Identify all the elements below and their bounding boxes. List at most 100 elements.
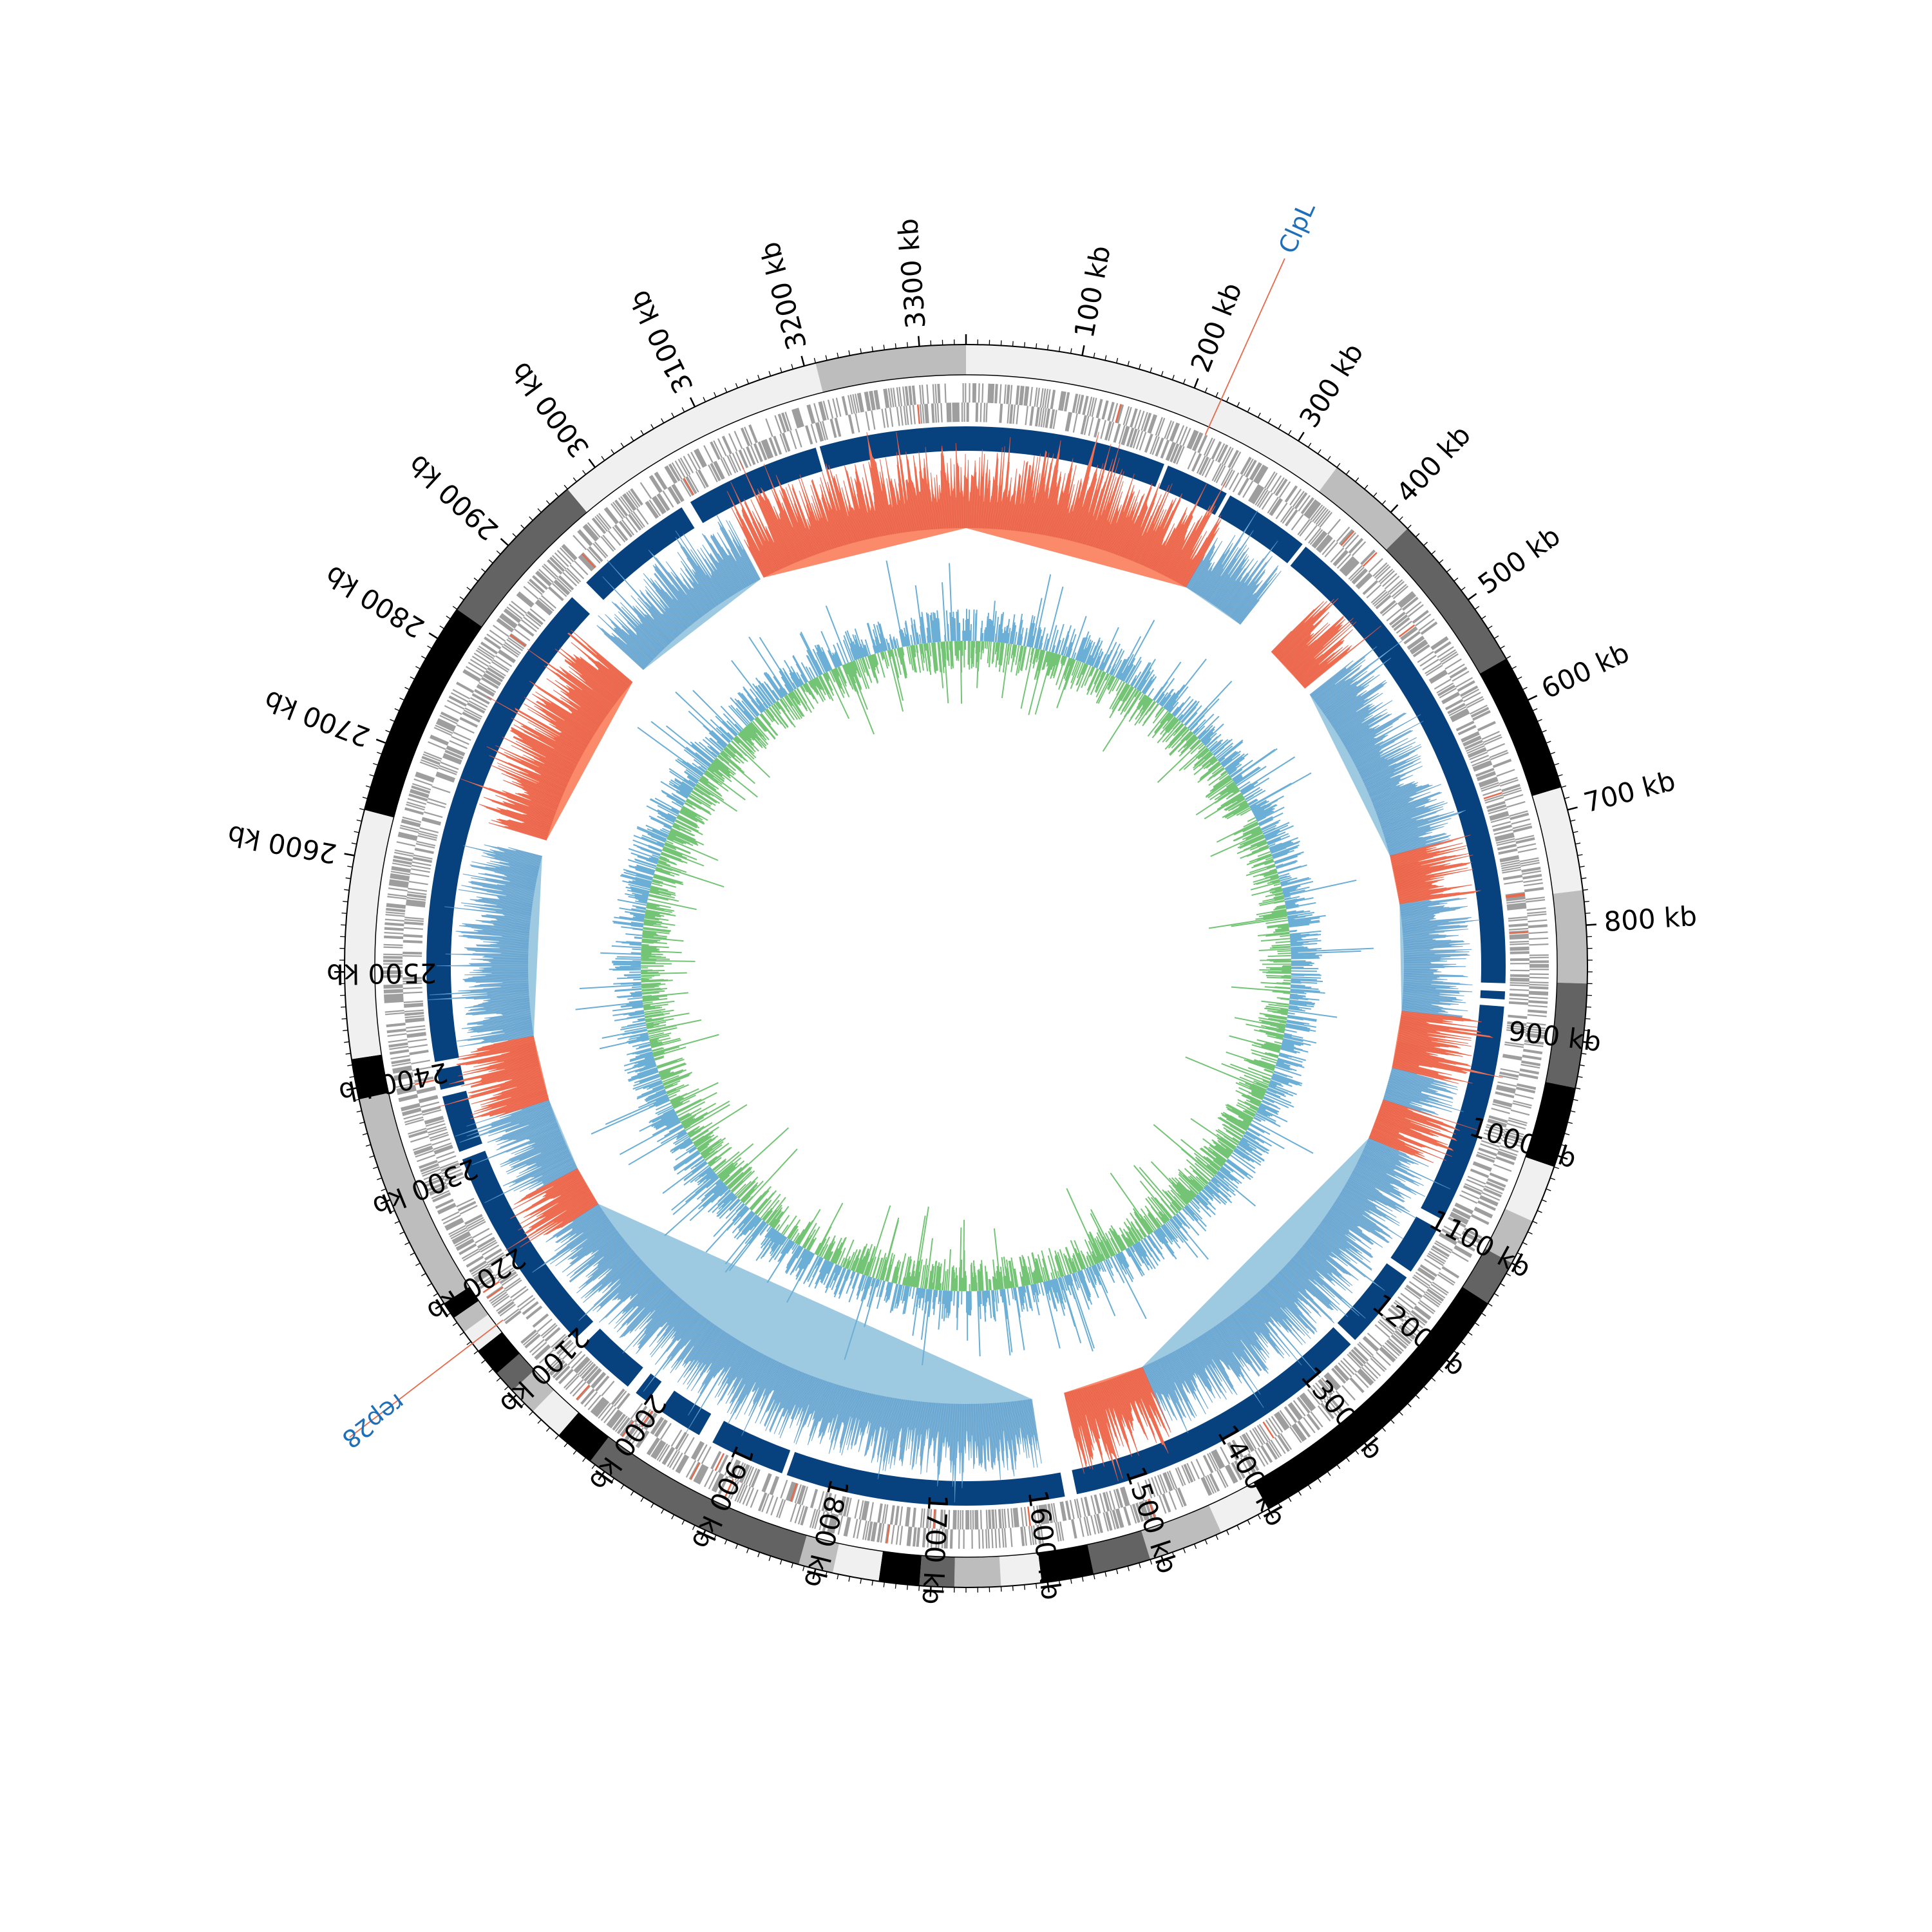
- minor-tick: [1537, 1210, 1542, 1213]
- minor-tick: [813, 357, 816, 363]
- minor-tick: [1327, 456, 1331, 461]
- major-tick: [1586, 923, 1596, 926]
- minor-tick: [1012, 341, 1014, 346]
- minor-tick: [1070, 1578, 1072, 1584]
- minor-tick: [1059, 346, 1061, 352]
- minor-tick: [1127, 1566, 1130, 1571]
- gc-skew-trace: [460, 629, 633, 841]
- gene-marks-highlight: [415, 404, 1529, 1544]
- minor-tick: [1546, 1188, 1551, 1191]
- minor-tick: [365, 785, 371, 788]
- minor-tick: [1150, 1559, 1153, 1565]
- contig-block: [1253, 1287, 1488, 1510]
- major-tick: [1267, 1508, 1274, 1519]
- minor-tick: [661, 418, 665, 424]
- contig-block: [345, 810, 394, 1059]
- gc-skew-trace: [1383, 1067, 1464, 1115]
- minor-tick: [1415, 533, 1420, 538]
- minor-tick: [1522, 687, 1528, 690]
- gc-skew-trace: [505, 1168, 599, 1251]
- homology-block: [582, 1329, 643, 1387]
- minor-tick: [906, 1584, 909, 1590]
- minor-tick: [1506, 1273, 1511, 1276]
- gc-skew-trace: [726, 431, 966, 578]
- tick-label: 3300 kb: [892, 217, 932, 329]
- major-tick: [598, 1471, 605, 1481]
- minor-tick: [1423, 542, 1428, 546]
- contig-block: [444, 1287, 479, 1318]
- minor-tick: [446, 616, 451, 620]
- minor-tick: [1257, 1514, 1261, 1520]
- major-tick: [346, 1087, 357, 1091]
- minor-tick: [1345, 1457, 1350, 1463]
- tick-label: 2900 kb: [402, 449, 504, 547]
- major-tick: [700, 1530, 706, 1540]
- minor-tick: [1461, 587, 1466, 591]
- minor-tick: [611, 1477, 615, 1483]
- minor-tick: [1561, 785, 1567, 788]
- tick-label: 3200 kb: [753, 238, 813, 353]
- minor-tick: [347, 866, 353, 867]
- minor-tick: [1355, 1450, 1359, 1455]
- minor-tick: [1183, 1548, 1186, 1553]
- minor-tick: [671, 1514, 675, 1520]
- major-tick: [588, 459, 596, 468]
- minor-tick: [1575, 1087, 1581, 1090]
- minor-tick: [1307, 1484, 1312, 1490]
- minor-tick: [359, 808, 365, 811]
- major-tick: [1081, 345, 1085, 356]
- homology-block: [1290, 546, 1506, 983]
- minor-tick: [466, 1341, 471, 1345]
- minor-tick: [918, 1586, 920, 1591]
- minor-tick: [341, 913, 347, 914]
- minor-tick: [1093, 352, 1095, 358]
- minor-tick: [1407, 1403, 1412, 1408]
- gc-skew-trace: [1368, 1099, 1480, 1164]
- minor-tick: [1345, 469, 1350, 475]
- minor-tick: [837, 352, 839, 358]
- minor-tick: [1150, 367, 1153, 373]
- major-tick: [375, 738, 386, 744]
- minor-tick: [1553, 762, 1559, 766]
- minor-tick: [573, 477, 577, 482]
- minor-tick: [1474, 1322, 1480, 1327]
- major-tick: [1467, 592, 1477, 601]
- minor-tick: [1116, 1569, 1119, 1575]
- homology-block: [426, 597, 591, 1062]
- gc-content-ring: [575, 560, 1374, 1366]
- contig-block: [453, 1300, 489, 1332]
- minor-tick: [681, 1519, 685, 1525]
- minor-tick: [1575, 842, 1581, 845]
- minor-tick: [504, 1386, 509, 1390]
- tick-label: 3100 kb: [623, 285, 699, 398]
- minor-tick: [1493, 635, 1499, 639]
- minor-tick: [481, 568, 486, 573]
- annotation-label: rep28: [337, 1388, 411, 1454]
- minor-tick: [1579, 1065, 1585, 1066]
- homology-block: [1218, 495, 1303, 564]
- contig-block: [954, 1556, 1001, 1588]
- gc-skew-trace: [1064, 1367, 1171, 1482]
- tick-label: 600 kb: [1537, 636, 1634, 705]
- contig-block: [1532, 787, 1583, 895]
- minor-tick: [529, 516, 533, 521]
- contig-block: [1037, 1544, 1094, 1583]
- minor-tick: [1488, 625, 1493, 629]
- minor-tick: [1582, 889, 1588, 891]
- homology-block: [436, 1065, 465, 1090]
- contig-block: [364, 609, 482, 818]
- minor-tick: [1553, 1166, 1559, 1170]
- tick-label: 3000 kb: [504, 356, 596, 464]
- minor-tick: [757, 375, 761, 381]
- minor-tick: [630, 436, 634, 441]
- major-tick: [508, 1394, 517, 1403]
- minor-tick: [1541, 730, 1547, 733]
- minor-tick: [1407, 524, 1412, 529]
- contig-block: [1504, 1157, 1555, 1222]
- minor-tick: [427, 1283, 432, 1287]
- minor-tick: [537, 1419, 542, 1424]
- minor-tick: [1461, 1341, 1466, 1345]
- minor-tick: [347, 1065, 353, 1066]
- minor-tick: [1439, 1368, 1444, 1373]
- minor-tick: [1036, 1583, 1037, 1589]
